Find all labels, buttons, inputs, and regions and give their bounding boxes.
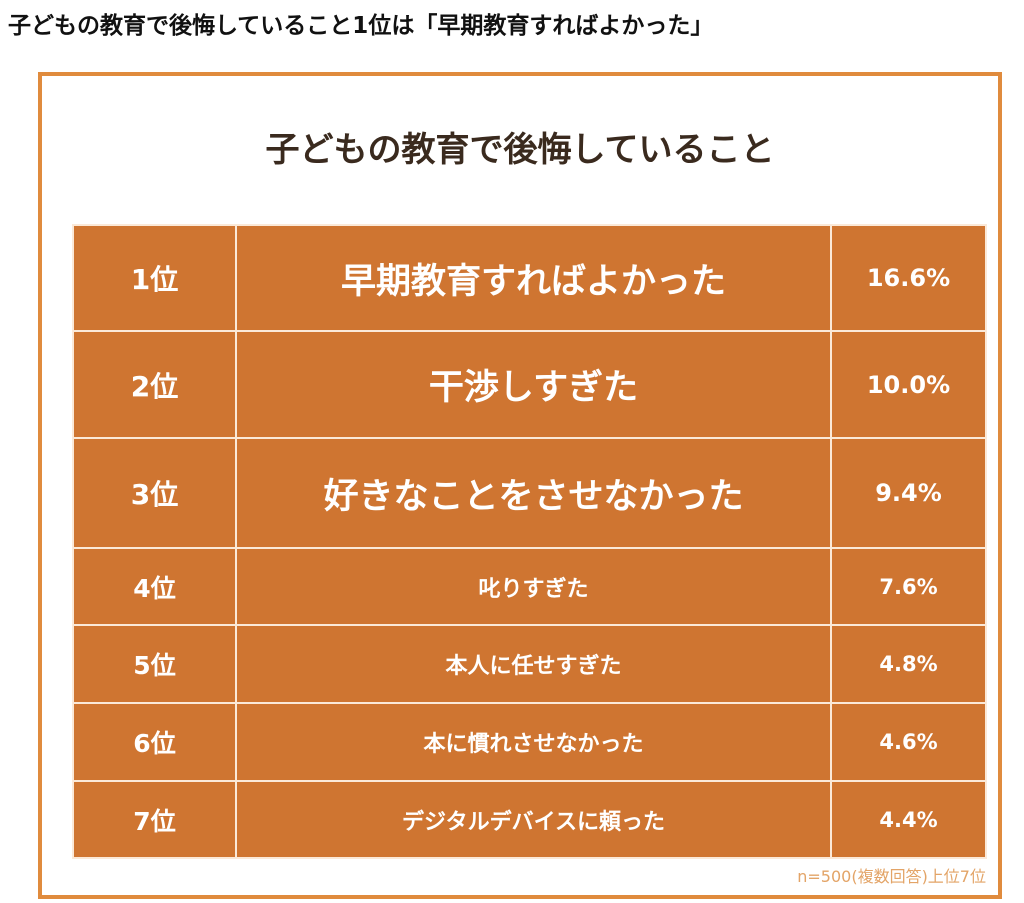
table-body: 1位 早期教育すればよかった 16.6% 2位 干渉しすぎた 10.0% 3位 好きなことをさ…: [72, 224, 987, 859]
rank-cell: 4位: [72, 547, 237, 626]
page-heading: 子どもの教育で後悔していること1位は「早期教育すればよかった」: [8, 13, 714, 39]
rank-cell: 1位: [72, 224, 237, 332]
rank-cell: 5位: [72, 624, 237, 704]
percent-cell: 10.0%: [830, 330, 987, 439]
rank-cell: 2位: [72, 330, 237, 439]
table-row: 5位 本人に任せすぎた 4.8%: [72, 624, 987, 704]
regret-item: 干渉しすぎた: [235, 330, 832, 439]
regret-item: 叱りすぎた: [235, 547, 832, 626]
regret-item: デジタルデバイスに頼った: [235, 780, 832, 859]
title-wrap: 子どもの教育で後悔していること: [42, 122, 998, 179]
infographic-title: 子どもの教育で後悔していること: [243, 122, 817, 179]
regret-item: 早期教育すればよかった: [235, 224, 832, 332]
infographic-frame: 子どもの教育で後悔していること 1位 早期教育すればよかった 16.6% 2位 干渉しす…: [38, 72, 1002, 899]
table-row: 4位 叱りすぎた 7.6%: [72, 547, 987, 626]
regret-item: 本人に任せすぎた: [235, 624, 832, 704]
table-row: 6位 本に慣れさせなかった 4.6%: [72, 702, 987, 782]
table-row: 3位 好きなことをさせなかった 9.4%: [72, 437, 987, 549]
regret-item: 本に慣れさせなかった: [235, 702, 832, 782]
rank-cell: 6位: [72, 702, 237, 782]
rank-cell: 3位: [72, 437, 237, 549]
ranking-table: 1位 早期教育すればよかった 16.6% 2位 干渉しすぎた 10.0% 3位 好きなことをさ…: [72, 224, 987, 859]
percent-cell: 7.6%: [830, 547, 987, 626]
percent-cell: 9.4%: [830, 437, 987, 549]
regret-item: 好きなことをさせなかった: [235, 437, 832, 549]
rank-cell: 7位: [72, 780, 237, 859]
percent-cell: 16.6%: [830, 224, 987, 332]
footnote: n=500(複数回答)上位7位: [797, 867, 986, 886]
table-row: 1位 早期教育すればよかった 16.6%: [72, 224, 987, 332]
percent-cell: 4.4%: [830, 780, 987, 859]
percent-cell: 4.8%: [830, 624, 987, 704]
percent-cell: 4.6%: [830, 702, 987, 782]
table-row: 7位 デジタルデバイスに頼った 4.4%: [72, 780, 987, 859]
table-row: 2位 干渉しすぎた 10.0%: [72, 330, 987, 439]
